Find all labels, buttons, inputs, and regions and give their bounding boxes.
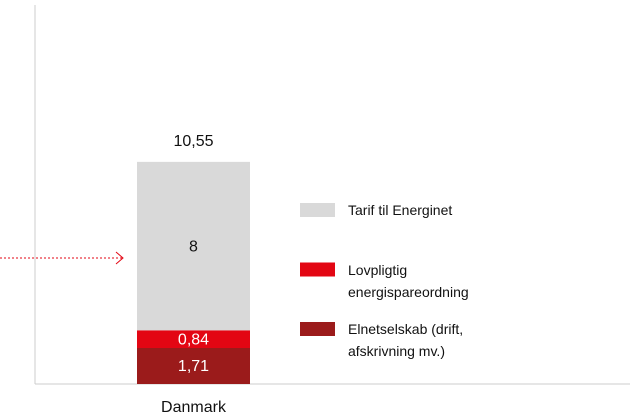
segment-label: 1,71 — [178, 358, 209, 375]
legend-label: Tarif til Energinet — [348, 202, 453, 218]
legend-swatch — [300, 262, 335, 277]
legend-label: Lovpligtig energispareordning — [348, 261, 469, 300]
total-label: 10,55 — [173, 133, 213, 150]
bar-segment — [137, 330, 250, 348]
segment-label: 8 — [189, 238, 198, 255]
bar-segment — [137, 347, 250, 384]
legend-swatch — [300, 203, 335, 217]
bar-segment — [137, 161, 250, 331]
segment-label: 0,84 — [178, 331, 209, 348]
legend-swatch — [300, 322, 335, 336]
legend-label: Elnetselskab (drift, afskrivning mv.) — [348, 321, 464, 359]
x-tick-label: Danmark — [161, 399, 227, 416]
pointer-arrowhead — [115, 251, 124, 265]
